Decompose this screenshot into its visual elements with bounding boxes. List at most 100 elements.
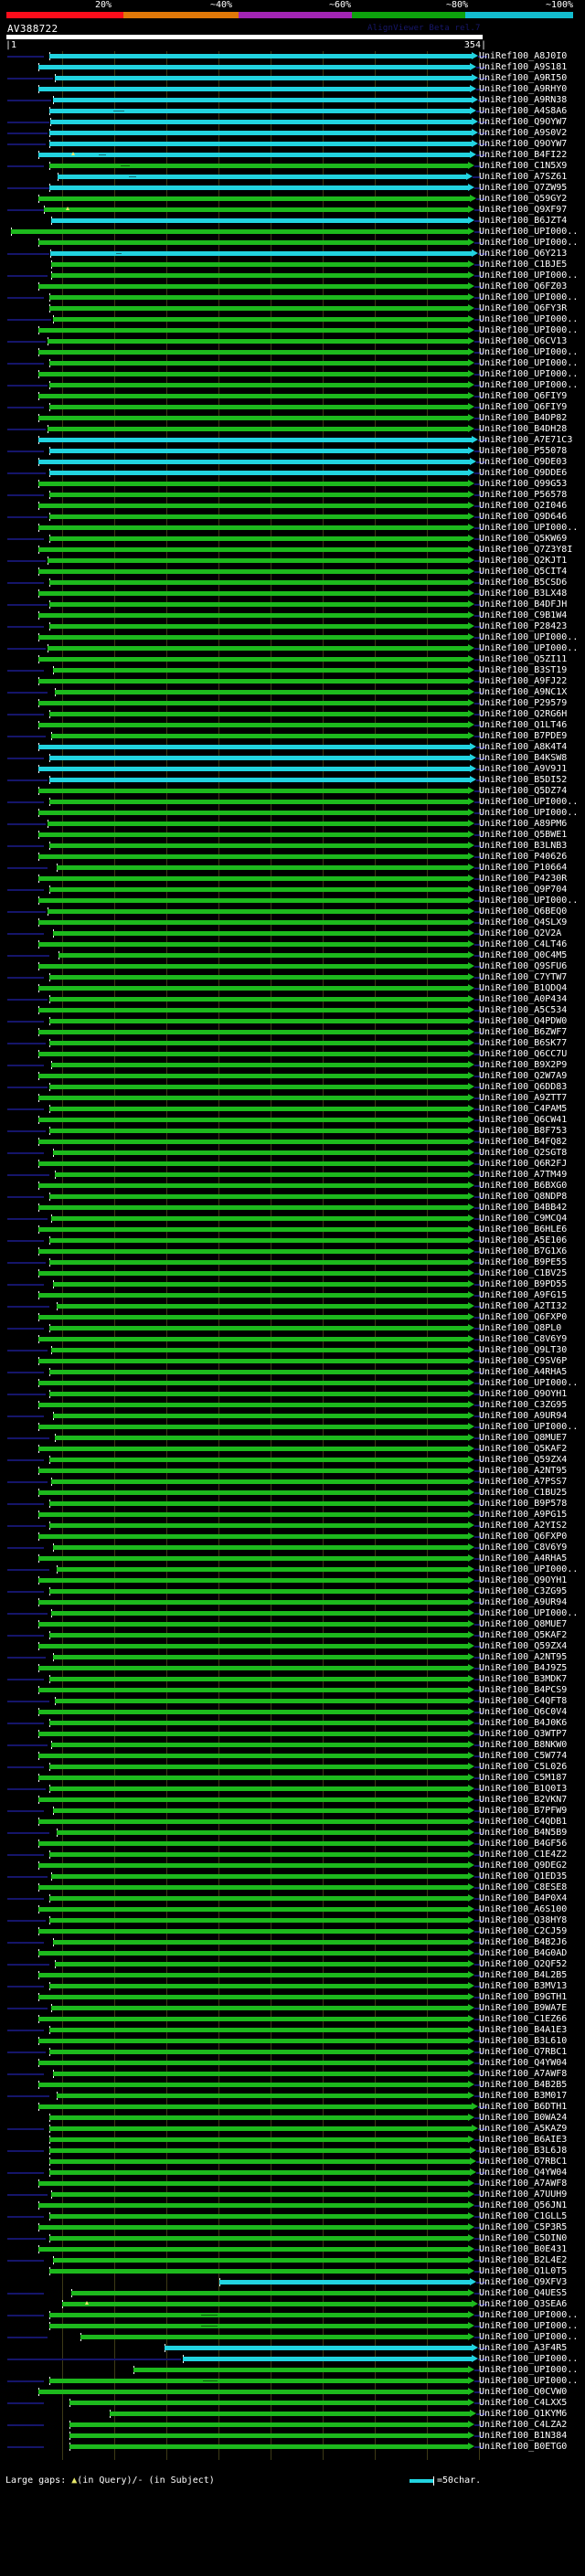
hit-alignment-bar[interactable] (49, 1392, 468, 1396)
hit-label[interactable]: UniRef100_Q6FZ03 (479, 281, 568, 292)
hit-label[interactable]: UniRef100_Q6FIY9 (479, 402, 568, 412)
hit-row[interactable]: UniRef100_Q4SLX9 (0, 917, 585, 928)
hit-row[interactable]: UniRef100_C5DIN0 (0, 2233, 585, 2244)
hit-label[interactable]: UniRef100_UPI000.. (479, 643, 579, 653)
hit-label[interactable]: UniRef100_C8V6Y9 (479, 1542, 568, 1553)
hit-label[interactable]: UniRef100_Q9OYW7 (479, 139, 568, 149)
hit-alignment-bar[interactable] (49, 1786, 468, 1791)
hit-alignment-bar[interactable] (133, 2368, 468, 2372)
hit-label[interactable]: UniRef100_Q6CW41 (479, 1115, 568, 1125)
hit-label[interactable]: UniRef100_A3F4R5 (479, 2343, 568, 2353)
hit-alignment-bar[interactable] (38, 1885, 468, 1890)
hit-row[interactable]: UniRef100_A7AWF8 (0, 2069, 585, 2080)
hit-label[interactable]: UniRef100_B3L6J8 (479, 2146, 568, 2156)
hit-label[interactable]: UniRef100_C5DIN0 (479, 2233, 568, 2243)
hit-row[interactable]: UniRef100_B9PE55 (0, 1257, 585, 1268)
hit-row[interactable]: UniRef100_B8NKW0 (0, 1740, 585, 1751)
hit-alignment-bar[interactable] (49, 2313, 468, 2317)
hit-label[interactable]: UniRef100_A9FJ22 (479, 676, 568, 686)
hit-alignment-bar[interactable] (38, 1008, 468, 1012)
hit-label[interactable]: UniRef100_Q3SEA6 (479, 2299, 568, 2309)
hit-label[interactable]: UniRef100_B4PCS9 (479, 1685, 568, 1695)
hit-row[interactable]: UniRef100_A2TI32 (0, 1301, 585, 1312)
hit-label[interactable]: UniRef100_C5P3R5 (479, 2222, 568, 2232)
hit-row[interactable]: UniRef100_C8V6Y9 (0, 1542, 585, 1553)
hit-label[interactable]: UniRef100_UPI000.. (479, 2332, 579, 2342)
hit-label[interactable]: UniRef100_Q6FY3R (479, 303, 568, 313)
hit-row[interactable]: UniRef100_Q6FZ03 (0, 281, 585, 292)
hit-row[interactable]: UniRef100_A7E71C3 (0, 435, 585, 446)
hit-row[interactable]: UniRef100_Q2W7A9 (0, 1071, 585, 1082)
hit-row[interactable]: UniRef100_C4QDB1 (0, 1817, 585, 1828)
hit-row[interactable]: UniRef100_Q4PDW0 (0, 1016, 585, 1027)
hit-alignment-bar[interactable] (49, 1918, 468, 1923)
hit-alignment-bar[interactable] (49, 536, 468, 541)
hit-label[interactable]: UniRef100_UPI000.. (479, 1608, 579, 1618)
hit-row[interactable]: UniRef100_A7UUH9 (0, 2189, 585, 2200)
hit-row[interactable]: UniRef100_A5KAZ9 (0, 2124, 585, 2135)
hit-alignment-bar[interactable] (49, 1458, 468, 1462)
hit-row[interactable]: UniRef100_B4FI22 (0, 150, 585, 161)
hit-label[interactable]: UniRef100_C4PAM5 (479, 1104, 568, 1114)
hit-alignment-bar[interactable] (38, 1271, 468, 1276)
hit-alignment-bar[interactable] (38, 2104, 472, 2109)
hit-label[interactable]: UniRef100_B0E431 (479, 2244, 568, 2254)
hit-row[interactable]: UniRef100_C3ZG95 (0, 1586, 585, 1597)
hit-label[interactable]: UniRef100_C4QDB1 (479, 1817, 568, 1827)
hit-label[interactable]: UniRef100_A5E106 (479, 1235, 568, 1246)
hit-alignment-bar[interactable] (38, 745, 470, 749)
hit-row[interactable]: UniRef100_Q9OYW7 (0, 117, 585, 128)
hit-label[interactable]: UniRef100_A9RI50 (479, 73, 568, 83)
hit-label[interactable]: UniRef100_Q5KAF2 (479, 1444, 568, 1454)
hit-alignment-bar[interactable] (49, 602, 468, 607)
hit-label[interactable]: UniRef100_UPI000.. (479, 2321, 579, 2331)
hit-row[interactable]: UniRef100_Q6Y213 (0, 249, 585, 260)
hit-row[interactable]: UniRef100_Q7Z3Y8I (0, 545, 585, 556)
hit-alignment-bar[interactable] (38, 1359, 468, 1363)
hit-label[interactable]: UniRef100_P55078 (479, 446, 568, 456)
hit-label[interactable]: UniRef100_A89PM6 (479, 819, 568, 829)
hit-row[interactable]: UniRef100_B3LNB3 (0, 841, 585, 852)
hit-label[interactable]: UniRef100_B1QDQ4 (479, 983, 568, 993)
hit-row[interactable]: UniRef100_UPI000.. (0, 270, 585, 281)
hit-row[interactable]: UniRef100_C8ESE8 (0, 1882, 585, 1893)
hit-row[interactable]: UniRef100_C1BJE5 (0, 260, 585, 270)
hit-label[interactable]: UniRef100_Q4UES5 (479, 2288, 568, 2298)
hit-label[interactable]: UniRef100_Q9DDE6 (479, 468, 568, 478)
hit-alignment-bar[interactable] (49, 1107, 468, 1111)
hit-label[interactable]: UniRef100_Q4YW04 (479, 2168, 568, 2178)
hit-row[interactable]: UniRef100_UPI000.. (0, 2376, 585, 2387)
hit-label[interactable]: UniRef100_Q59GY2 (479, 194, 568, 204)
hit-row[interactable]: UniRef100_A7SZ61 (0, 172, 585, 183)
hit-row[interactable]: UniRef100_C9SV6P (0, 1356, 585, 1367)
hit-alignment-bar[interactable] (49, 1238, 468, 1243)
hit-label[interactable]: UniRef100_P10664 (479, 863, 568, 873)
hit-alignment-bar[interactable] (49, 295, 468, 300)
hit-alignment-bar[interactable] (49, 1765, 468, 1769)
hit-row[interactable]: UniRef100_Q56JN1 (0, 2200, 585, 2211)
hit-label[interactable]: UniRef100_B4KSW8 (479, 753, 568, 763)
hit-row[interactable]: UniRef100_Q2QF52 (0, 1959, 585, 1970)
hit-alignment-bar[interactable] (38, 701, 468, 705)
hit-label[interactable]: UniRef100_C1BJE5 (479, 260, 568, 270)
hit-row[interactable]: UniRef100_Q9SFU6 (0, 961, 585, 972)
hit-label[interactable]: UniRef100_A2NT95 (479, 1652, 568, 1662)
hit-alignment-bar[interactable] (38, 1249, 468, 1254)
hit-alignment-bar[interactable] (49, 109, 470, 113)
hit-row[interactable]: UniRef100_A2YIS2 (0, 1521, 585, 1532)
hit-row[interactable]: UniRef100_Q1L0T5 (0, 2266, 585, 2277)
hit-row[interactable]: UniRef100_UPI000.. (0, 347, 585, 358)
hit-alignment-bar[interactable] (38, 1754, 468, 1758)
hit-alignment-bar[interactable] (38, 240, 468, 245)
hit-row[interactable]: UniRef100_P4230R (0, 874, 585, 885)
hit-label[interactable]: UniRef100_Q99G53 (479, 479, 568, 489)
hit-row[interactable]: UniRef100_Q9DE03 (0, 457, 585, 468)
hit-row[interactable]: UniRef100_Q6FIY9 (0, 402, 585, 413)
hit-alignment-bar[interactable] (53, 98, 472, 102)
hit-row[interactable]: UniRef100_B5CSD6 (0, 578, 585, 588)
hit-row[interactable]: UniRef100_A9NC1X (0, 687, 585, 698)
hit-alignment-bar[interactable] (53, 1150, 468, 1155)
hit-label[interactable]: UniRef100_C1BV25 (479, 1268, 568, 1278)
hit-label[interactable]: UniRef100_Q9XF97 (479, 205, 568, 215)
hit-row[interactable]: UniRef100_UPI000.. (0, 896, 585, 906)
